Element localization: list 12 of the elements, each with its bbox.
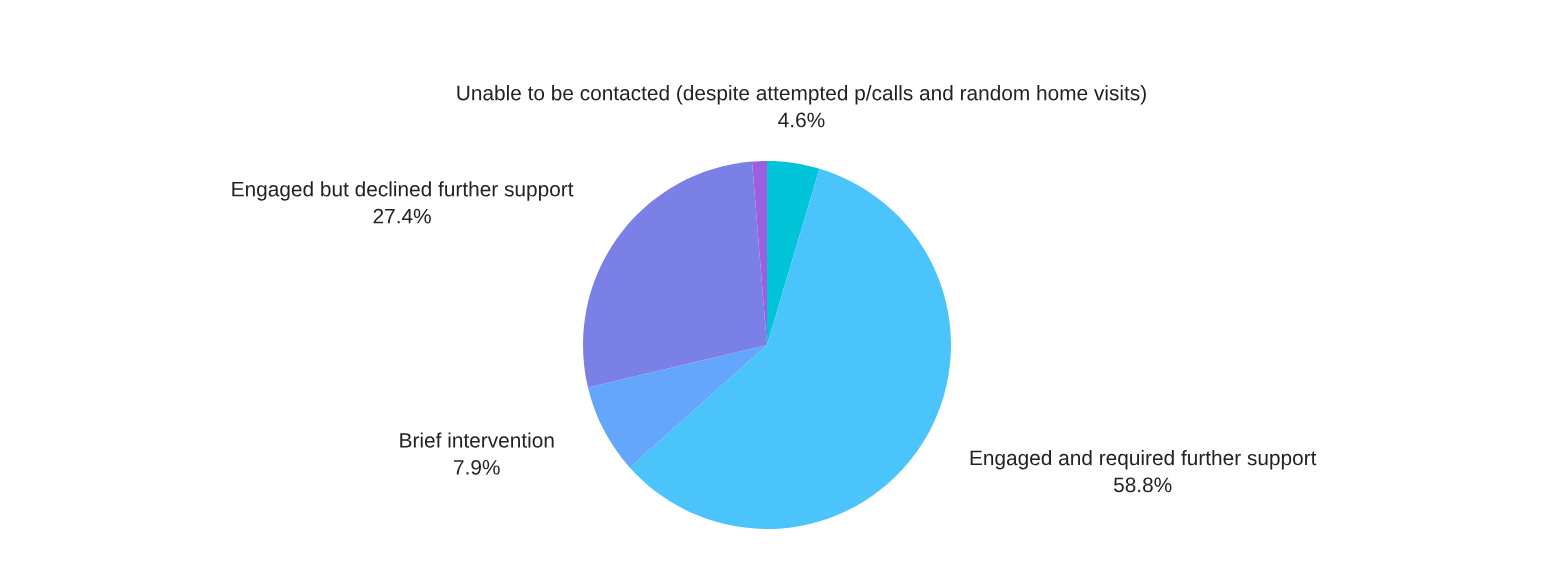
data-label: 58.8% — [1113, 477, 1172, 493]
slice-label: Brief intervention — [400, 432, 554, 448]
data-label: 27.4% — [373, 208, 431, 224]
pie-slice — [629, 168, 951, 529]
slice-label: Engaged but declined further support — [232, 181, 574, 201]
data-label: 4.6% — [778, 112, 825, 128]
slice-label: Engaged and required further support — [970, 449, 1317, 470]
pie-slice — [583, 161, 767, 388]
pie-slice — [587, 345, 767, 468]
slice-label: Unable to be contacted (despite attempted p/calls and random home visits) — [457, 85, 1146, 105]
pie-slice — [767, 161, 820, 345]
data-label: 7.9% — [454, 459, 500, 475]
